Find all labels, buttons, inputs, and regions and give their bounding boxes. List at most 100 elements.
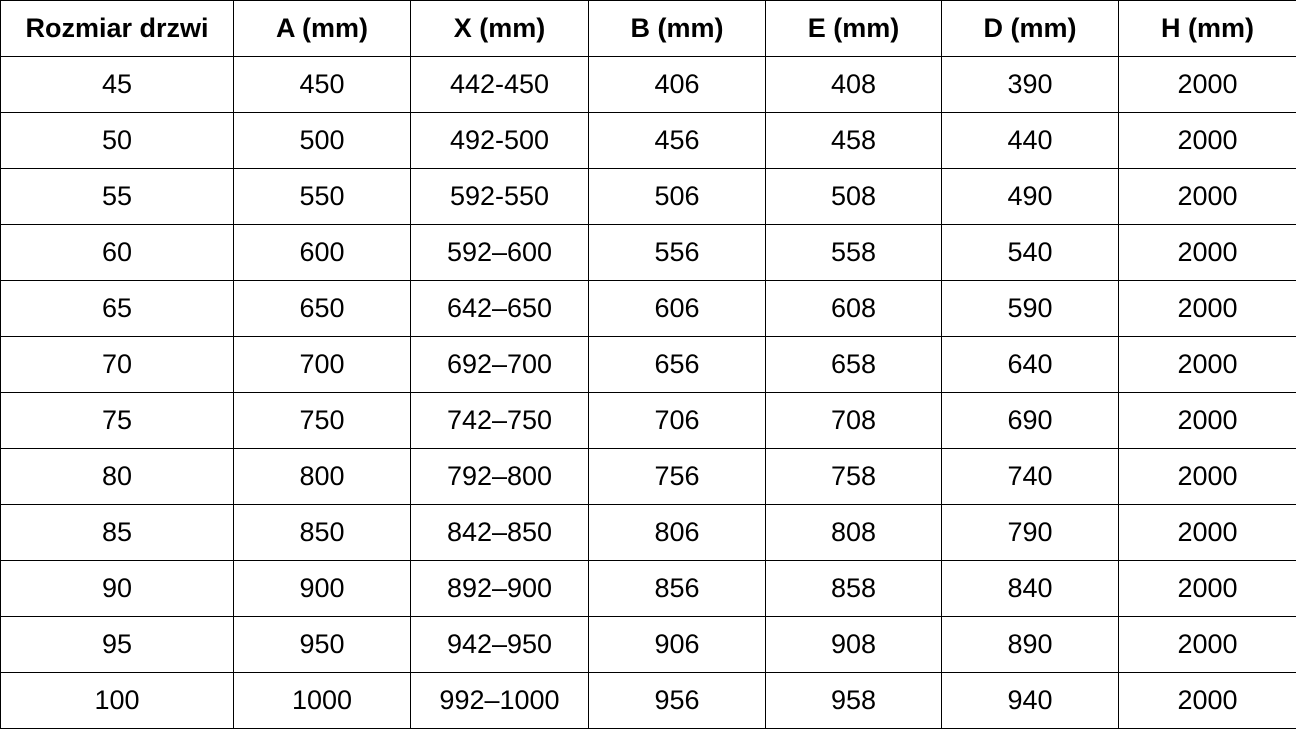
cell-d-mm: 640 [941,336,1119,393]
cell-rozmiar-drzwi: 60 [0,224,234,281]
cell-rozmiar-drzwi: 95 [0,616,234,673]
cell-e-mm: 908 [765,616,942,673]
cell-a-mm: 600 [233,224,411,281]
cell-h-mm: 2000 [1118,392,1296,449]
table-row: 90 900 892–900 856 858 840 2000 [0,560,1296,617]
table-row: 85 850 842–850 806 808 790 2000 [0,504,1296,561]
cell-a-mm: 650 [233,280,411,337]
header-a-mm: A (mm) [233,0,411,57]
cell-b-mm: 456 [588,112,766,169]
cell-b-mm: 656 [588,336,766,393]
table-row: 45 450 442-450 406 408 390 2000 [0,56,1296,113]
cell-a-mm: 550 [233,168,411,225]
cell-a-mm: 700 [233,336,411,393]
cell-a-mm: 500 [233,112,411,169]
cell-h-mm: 2000 [1118,560,1296,617]
cell-d-mm: 740 [941,448,1119,505]
table-row: 75 750 742–750 706 708 690 2000 [0,392,1296,449]
header-e-mm: E (mm) [765,0,942,57]
table-row: 100 1000 992–1000 956 958 940 2000 [0,672,1296,729]
cell-b-mm: 706 [588,392,766,449]
header-rozmiar-drzwi: Rozmiar drzwi [0,0,234,57]
cell-b-mm: 806 [588,504,766,561]
table-row: 70 700 692–700 656 658 640 2000 [0,336,1296,393]
cell-h-mm: 2000 [1118,224,1296,281]
cell-d-mm: 490 [941,168,1119,225]
cell-e-mm: 508 [765,168,942,225]
cell-rozmiar-drzwi: 75 [0,392,234,449]
cell-x-mm: 792–800 [410,448,589,505]
cell-d-mm: 890 [941,616,1119,673]
cell-h-mm: 2000 [1118,336,1296,393]
cell-b-mm: 906 [588,616,766,673]
cell-x-mm: 442-450 [410,56,589,113]
table-row: 95 950 942–950 906 908 890 2000 [0,616,1296,673]
cell-x-mm: 692–700 [410,336,589,393]
cell-h-mm: 2000 [1118,672,1296,729]
cell-h-mm: 2000 [1118,504,1296,561]
cell-d-mm: 440 [941,112,1119,169]
cell-e-mm: 658 [765,336,942,393]
header-row: Rozmiar drzwi A (mm) X (mm) B (mm) E (mm… [0,0,1296,57]
cell-h-mm: 2000 [1118,168,1296,225]
cell-x-mm: 642–650 [410,280,589,337]
cell-x-mm: 942–950 [410,616,589,673]
cell-x-mm: 842–850 [410,504,589,561]
cell-rozmiar-drzwi: 45 [0,56,234,113]
table-row: 60 600 592–600 556 558 540 2000 [0,224,1296,281]
cell-a-mm: 950 [233,616,411,673]
cell-rozmiar-drzwi: 100 [0,672,234,729]
cell-rozmiar-drzwi: 90 [0,560,234,617]
cell-b-mm: 756 [588,448,766,505]
cell-e-mm: 858 [765,560,942,617]
table-row: 80 800 792–800 756 758 740 2000 [0,448,1296,505]
cell-d-mm: 590 [941,280,1119,337]
cell-h-mm: 2000 [1118,616,1296,673]
cell-a-mm: 450 [233,56,411,113]
cell-x-mm: 492-500 [410,112,589,169]
cell-rozmiar-drzwi: 85 [0,504,234,561]
cell-e-mm: 758 [765,448,942,505]
header-x-mm: X (mm) [410,0,589,57]
cell-a-mm: 800 [233,448,411,505]
cell-d-mm: 940 [941,672,1119,729]
header-h-mm: H (mm) [1118,0,1296,57]
cell-d-mm: 840 [941,560,1119,617]
cell-e-mm: 708 [765,392,942,449]
cell-e-mm: 958 [765,672,942,729]
cell-b-mm: 606 [588,280,766,337]
cell-b-mm: 556 [588,224,766,281]
cell-x-mm: 742–750 [410,392,589,449]
cell-a-mm: 900 [233,560,411,617]
cell-e-mm: 458 [765,112,942,169]
cell-x-mm: 592–600 [410,224,589,281]
cell-e-mm: 558 [765,224,942,281]
cell-d-mm: 390 [941,56,1119,113]
cell-x-mm: 892–900 [410,560,589,617]
cell-e-mm: 808 [765,504,942,561]
cell-x-mm: 592-550 [410,168,589,225]
cell-e-mm: 408 [765,56,942,113]
table-row: 50 500 492-500 456 458 440 2000 [0,112,1296,169]
cell-e-mm: 608 [765,280,942,337]
header-b-mm: B (mm) [588,0,766,57]
cell-rozmiar-drzwi: 65 [0,280,234,337]
table-header: Rozmiar drzwi A (mm) X (mm) B (mm) E (mm… [0,0,1296,57]
cell-h-mm: 2000 [1118,280,1296,337]
cell-b-mm: 406 [588,56,766,113]
cell-b-mm: 506 [588,168,766,225]
cell-d-mm: 540 [941,224,1119,281]
cell-h-mm: 2000 [1118,56,1296,113]
table-row: 65 650 642–650 606 608 590 2000 [0,280,1296,337]
cell-a-mm: 750 [233,392,411,449]
cell-h-mm: 2000 [1118,112,1296,169]
cell-rozmiar-drzwi: 50 [0,112,234,169]
table-row: 55 550 592-550 506 508 490 2000 [0,168,1296,225]
cell-rozmiar-drzwi: 70 [0,336,234,393]
cell-d-mm: 690 [941,392,1119,449]
cell-rozmiar-drzwi: 55 [0,168,234,225]
cell-rozmiar-drzwi: 80 [0,448,234,505]
table-body: 45 450 442-450 406 408 390 2000 50 500 492-500 456… [0,56,1296,729]
